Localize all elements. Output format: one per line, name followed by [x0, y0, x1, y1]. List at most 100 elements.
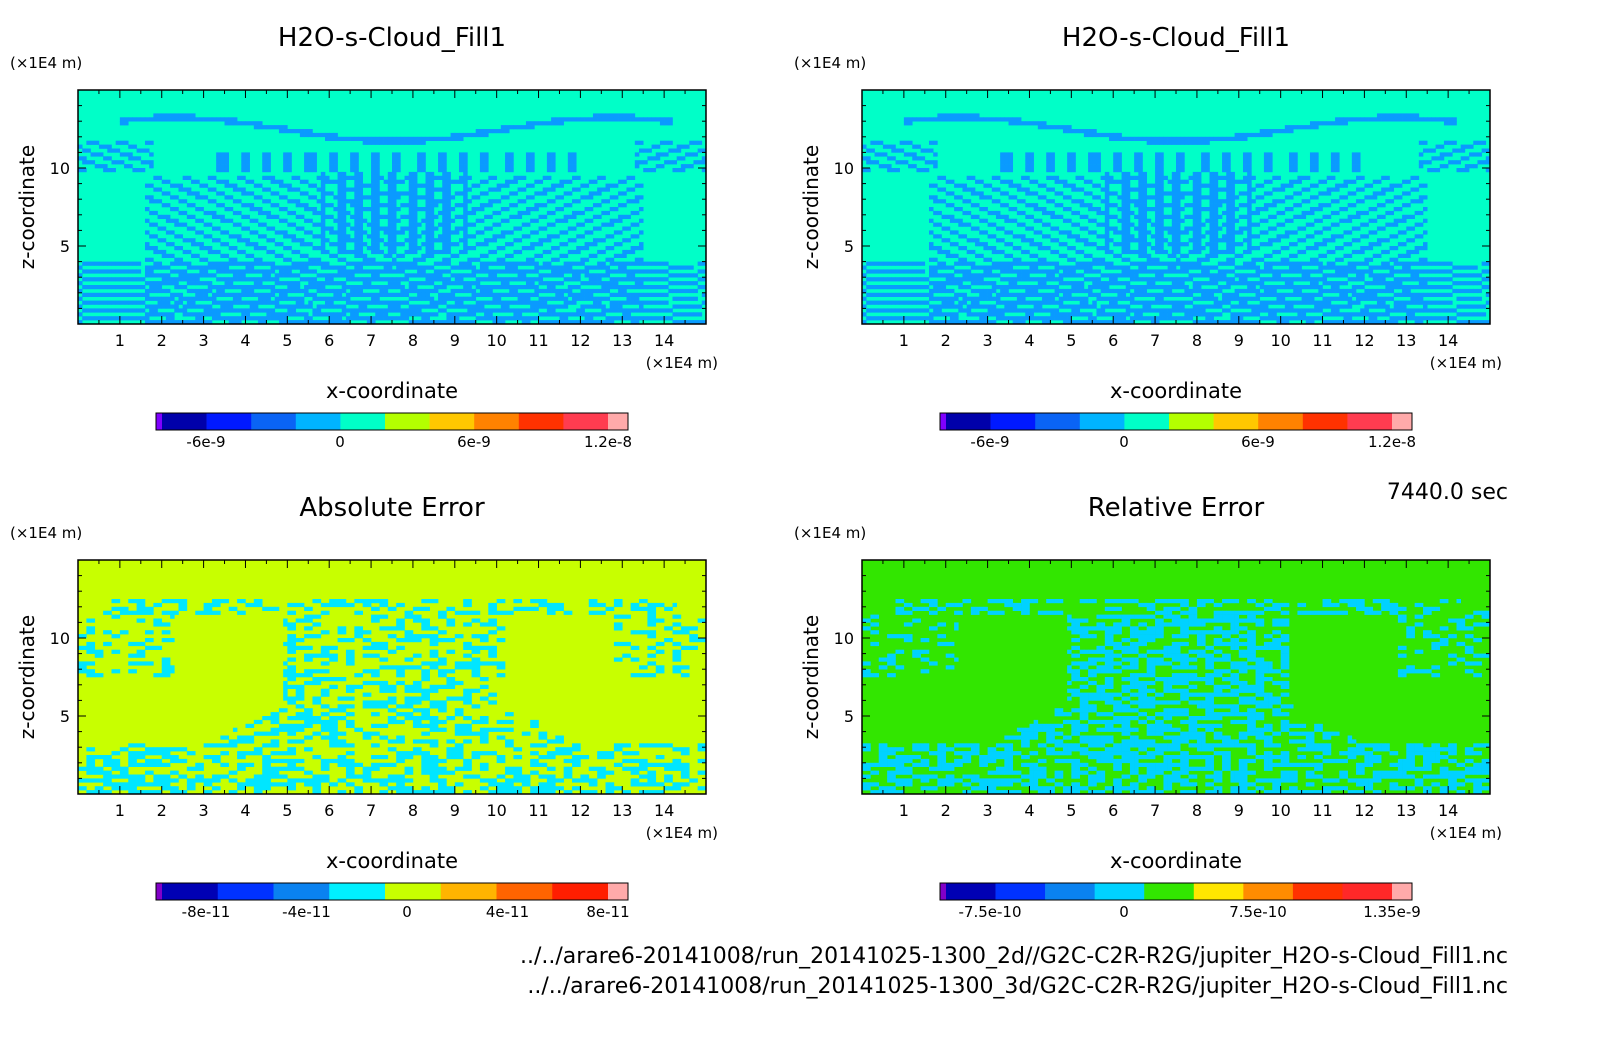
x-tick-label: 6: [324, 331, 334, 350]
colorbar-tick-label: 0: [1119, 433, 1129, 451]
y-axis-unit: (×1E4 m): [794, 524, 866, 542]
y-tick-label: 10: [834, 159, 854, 178]
x-tick-label: 7: [366, 801, 376, 820]
colorbar-segment: [1342, 883, 1393, 900]
x-tick-label: 5: [282, 801, 292, 820]
chart-title: H2O-s-Cloud_Fill1: [1062, 23, 1290, 53]
x-tick-label: 10: [486, 331, 506, 350]
y-axis-label: z-coordinate: [799, 145, 823, 269]
colorbar-segment: [608, 413, 629, 430]
y-tick-label: 5: [60, 237, 70, 256]
colorbar-segment: [162, 413, 207, 430]
colorbar-tick-label: 0: [1119, 903, 1129, 921]
x-tick-label: 11: [528, 331, 548, 350]
colorbar-segment: [1302, 413, 1348, 430]
colorbar-segment: [940, 883, 947, 900]
colorbar-segment: [329, 883, 386, 900]
x-tick-label: 9: [1234, 801, 1244, 820]
colorbar-frame: [155, 882, 629, 901]
x-tick-label: 10: [1270, 331, 1290, 350]
x-tick-label: 4: [240, 331, 250, 350]
colorbar-frame: [939, 882, 1413, 901]
y-tick-label: 10: [50, 159, 70, 178]
x-tick-label: 6: [1108, 801, 1118, 820]
colorbar-segment: [1213, 413, 1259, 430]
x-axis-label: x-coordinate: [1110, 849, 1242, 873]
colorbar-segment: [1392, 413, 1413, 430]
colorbar-segment: [1144, 883, 1195, 900]
colorbar-tick-label: -7.5e-10: [959, 903, 1022, 921]
x-tick-label: 1: [899, 801, 909, 820]
colorbar: -6e-9 0 6e-9 1.2e-8: [939, 412, 1416, 451]
x-axis-label: x-coordinate: [326, 379, 458, 403]
x-axis-unit: (×1E4 m): [1430, 824, 1502, 842]
x-tick-label: 1: [899, 331, 909, 350]
colorbar-segment: [273, 883, 330, 900]
heatmap-cells: [78, 599, 706, 794]
x-tick-label: 4: [240, 801, 250, 820]
colorbar-segment: [340, 413, 386, 430]
colorbar-segment: [429, 413, 475, 430]
colorbar-tick-label: 6e-9: [457, 433, 491, 451]
x-tick-label: 7: [1150, 801, 1160, 820]
x-tick-label: 11: [528, 801, 548, 820]
colorbar: -8e-11 -4e-11 0 4e-11 8e-11: [155, 882, 630, 921]
x-tick-label: 5: [1066, 801, 1076, 820]
x-tick-label: 14: [1438, 801, 1458, 820]
colorbar-frame: [155, 412, 629, 431]
x-tick-label: 14: [654, 801, 674, 820]
colorbar: -6e-9 0 6e-9 1.2e-8: [155, 412, 632, 451]
x-tick-label: 8: [1192, 801, 1202, 820]
colorbar-segment: [608, 883, 629, 900]
y-axis-unit: (×1E4 m): [10, 54, 82, 72]
heatmap-area: [862, 560, 1490, 794]
x-tick-label: 10: [486, 801, 506, 820]
colorbar-segment: [1169, 413, 1214, 430]
colorbar-segment: [474, 413, 520, 430]
chart-title: H2O-s-Cloud_Fill1: [278, 23, 506, 53]
colorbar-tick-label: 8e-11: [586, 903, 629, 921]
colorbar: -7.5e-10 0 7.5e-10 1.35e-9: [939, 882, 1421, 921]
colorbar-segment: [156, 883, 163, 900]
colorbar-tick-label: 7.5e-10: [1229, 903, 1287, 921]
colorbar-segment: [385, 883, 442, 900]
colorbar-segment: [1124, 413, 1170, 430]
x-tick-label: 14: [654, 331, 674, 350]
colorbar-segment: [156, 413, 163, 430]
colorbar-tick-label: 6e-9: [1241, 433, 1275, 451]
x-tick-label: 9: [1234, 331, 1244, 350]
x-tick-label: 9: [450, 331, 460, 350]
file-path-2: ../../arare6-20141008/run_20141025-1300_…: [527, 974, 1508, 999]
colorbar-tick-label: -6e-9: [186, 433, 225, 451]
colorbar-tick-label: -8e-11: [182, 903, 231, 921]
x-tick-label: 1: [115, 801, 125, 820]
colorbar-segment: [1292, 883, 1343, 900]
heatmap-area: [78, 560, 706, 794]
colorbar-segment: [552, 883, 609, 900]
chart-title: Absolute Error: [299, 493, 485, 523]
x-tick-label: 13: [1396, 331, 1416, 350]
colorbar-tick-label: 1.2e-8: [584, 433, 632, 451]
x-tick-label: 2: [941, 331, 951, 350]
colorbar-segment: [385, 413, 430, 430]
chart-panel-1: H2O-s-Cloud_Fill1(×1E4 m)1 2 3 4 5 6 7 8 9 10 11 12…: [10, 23, 718, 451]
heatmap-cells: [78, 113, 706, 324]
heatmap-area: [862, 90, 1490, 324]
colorbar-segment: [1079, 413, 1125, 430]
colorbar-segment: [1035, 413, 1081, 430]
x-tick-label: 8: [408, 801, 418, 820]
colorbar-segment: [1094, 883, 1145, 900]
x-tick-label: 3: [983, 331, 993, 350]
y-tick-label: 10: [834, 629, 854, 648]
colorbar-segment: [518, 413, 564, 430]
x-tick-label: 3: [199, 801, 209, 820]
x-tick-label: 7: [1150, 331, 1160, 350]
x-tick-label: 5: [282, 331, 292, 350]
x-tick-label: 4: [1024, 331, 1034, 350]
colorbar-tick-label: 0: [335, 433, 345, 451]
heatmap-cells: [862, 599, 1490, 794]
x-tick-label: 7: [366, 331, 376, 350]
x-tick-label: 2: [157, 801, 167, 820]
x-tick-label: 6: [1108, 331, 1118, 350]
colorbar-tick-label: 1.35e-9: [1363, 903, 1421, 921]
